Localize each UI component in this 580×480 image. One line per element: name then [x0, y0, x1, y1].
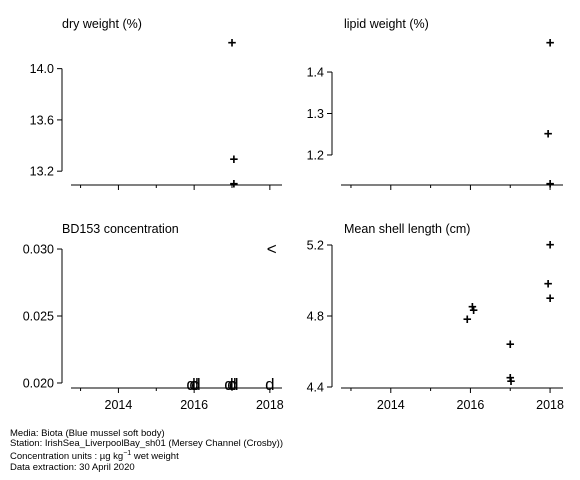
y-tick-label: 0.020 — [23, 376, 54, 390]
caption-units-prefix: Concentration units : µg kg — [10, 451, 124, 463]
data-point: d — [224, 375, 233, 394]
data-point: + — [544, 126, 553, 143]
panel-title: Mean shell length (cm) — [344, 222, 470, 236]
panel-title: lipid weight (%) — [344, 17, 429, 31]
caption-units: Concentration units : µg kg−1 wet weight — [10, 449, 283, 462]
panel-title: BD153 concentration — [62, 222, 179, 236]
data-point: + — [228, 35, 237, 52]
data-point: + — [468, 299, 477, 316]
data-point: + — [546, 35, 555, 52]
x-tick-label: 2016 — [180, 398, 208, 412]
y-tick-label: 4.4 — [307, 381, 324, 395]
y-tick-label: 4.8 — [307, 310, 324, 324]
data-point: + — [463, 311, 472, 328]
caption: Media: Biota (Blue mussel soft body) Sta… — [10, 428, 283, 473]
y-tick-label: 1.2 — [307, 148, 324, 162]
y-tick-label: 13.2 — [30, 165, 54, 179]
data-point: + — [546, 290, 555, 307]
panel-1: dry weight (%) 13.2 13.6 14.0 + + + — [30, 17, 282, 193]
panel-3: BD153 concentration 2014 2016 2018 0.020 0.02… — [23, 222, 284, 412]
y-tick-label: 5.2 — [307, 239, 324, 253]
figure: dry weight (%)13.213.614.0+++lipid weigh… — [23, 17, 564, 412]
data-point: + — [507, 373, 516, 390]
panel-title: dry weight (%) — [62, 17, 142, 31]
data-point: + — [230, 151, 239, 168]
data-point: d — [227, 375, 236, 394]
data-point: d — [191, 375, 200, 394]
caption-units-exponent: −1 — [123, 450, 132, 458]
y-tick-label: 1.4 — [307, 66, 324, 80]
data-point: d — [186, 375, 195, 394]
data-point: + — [506, 336, 515, 353]
caption-station: Station: IrishSea_LiverpoolBay_sh01 (Mer… — [10, 438, 283, 450]
panel-4: Mean shell length (cm) 2014 2016 2018 4.4 4.8… — [307, 222, 564, 412]
data-point: + — [544, 276, 553, 293]
x-tick-label: 2018 — [256, 398, 284, 412]
x-tick-label: 2014 — [377, 398, 405, 412]
data-point: < — [267, 240, 277, 259]
x-tick-label: 2016 — [457, 398, 485, 412]
caption-units-suffix: wet weight — [131, 451, 179, 463]
x-tick-label: 2014 — [105, 398, 133, 412]
data-point: d — [265, 375, 274, 394]
y-tick-label: 14.0 — [30, 62, 54, 76]
y-tick-label: 0.025 — [23, 310, 54, 324]
data-point: + — [546, 176, 555, 193]
y-tick-label: 13.6 — [30, 113, 54, 127]
caption-media: Media: Biota (Blue mussel soft body) — [10, 428, 165, 439]
data-point: + — [506, 370, 515, 387]
x-tick-label: 2018 — [536, 398, 564, 412]
data-point: d — [229, 375, 238, 394]
y-tick-label: 0.030 — [23, 243, 54, 257]
data-point: + — [469, 302, 478, 319]
data-point: d — [189, 375, 198, 394]
data-point: + — [546, 237, 555, 254]
y-tick-label: 1.3 — [307, 107, 324, 121]
data-point: + — [230, 176, 239, 193]
panel-2: lipid weight (%) 1.2 1.3 1.4 + + + — [307, 17, 563, 193]
caption-extraction: Data extraction: 30 April 2020 — [10, 461, 135, 473]
